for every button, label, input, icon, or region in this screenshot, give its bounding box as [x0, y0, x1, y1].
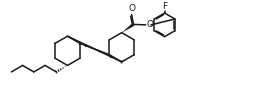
Text: O: O — [128, 4, 135, 13]
Polygon shape — [60, 33, 122, 47]
Text: O: O — [147, 20, 154, 29]
Text: F: F — [162, 2, 167, 11]
Polygon shape — [122, 23, 134, 33]
